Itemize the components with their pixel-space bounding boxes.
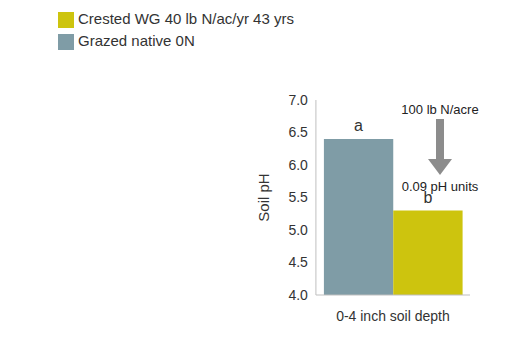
svg-text:5.0: 5.0	[288, 222, 308, 238]
svg-text:7.0: 7.0	[288, 92, 308, 108]
svg-text:a: a	[354, 117, 363, 134]
svg-text:4.5: 4.5	[288, 254, 308, 270]
svg-text:5.5: 5.5	[288, 189, 308, 205]
svg-text:0-4 inch soil depth: 0-4 inch soil depth	[336, 308, 450, 324]
svg-text:6.0: 6.0	[288, 157, 308, 173]
svg-text:4.0: 4.0	[288, 287, 308, 303]
svg-text:Soil pH: Soil pH	[255, 173, 272, 221]
svg-text:6.5: 6.5	[288, 124, 308, 140]
